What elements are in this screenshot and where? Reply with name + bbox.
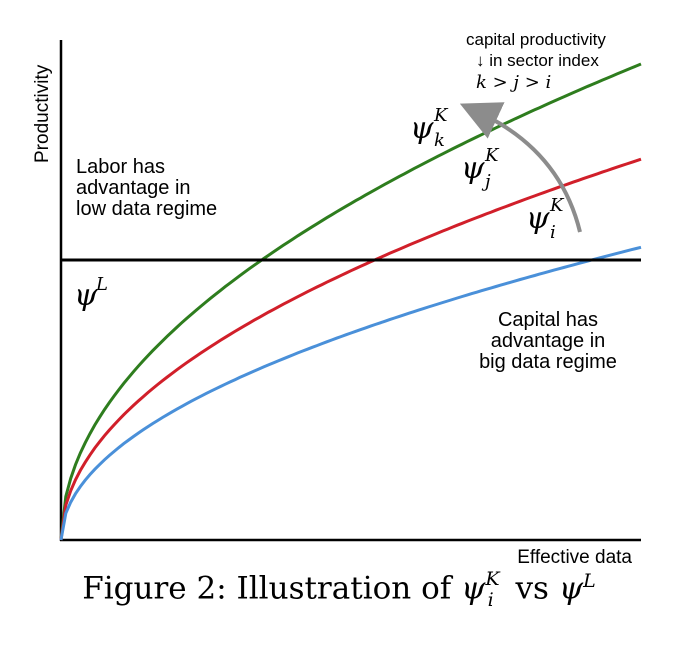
svg-text:ψ: ψ xyxy=(410,111,434,146)
caption-psi-L: ψL xyxy=(558,570,596,607)
svg-text:ψ: ψ xyxy=(461,151,485,186)
caption-psi-i: ψKi xyxy=(461,568,500,611)
svg-text:low data regime: low data regime xyxy=(76,198,217,220)
curve-psi-j xyxy=(59,157,642,541)
diagram: Productivity Effective data Labor has ad… xyxy=(32,30,642,568)
trend-arrow xyxy=(459,102,582,233)
svg-text:i: i xyxy=(550,222,556,243)
svg-text:↓ in sector index: ↓ in sector index xyxy=(476,51,599,70)
svg-text:Capital has: Capital has xyxy=(498,309,598,331)
psi-L-label: ψ L xyxy=(74,274,108,313)
psi-k-label: ψ K k xyxy=(410,105,449,151)
caption-prefix: Figure 2: Illustration of xyxy=(82,570,462,607)
svg-text:capital productivity: capital productivity xyxy=(466,30,606,49)
svg-text:ψ: ψ xyxy=(74,278,98,313)
svg-text:K: K xyxy=(549,195,565,216)
svg-text:Labor has: Labor has xyxy=(76,156,165,178)
svg-text:ψ: ψ xyxy=(526,201,550,236)
svg-text:K: K xyxy=(433,105,449,126)
labor-advantage-label: Labor has advantage in low data regime xyxy=(76,156,217,220)
y-axis-label: Productivity xyxy=(32,64,53,163)
capital-productivity-annotation: capital productivity ↓ in sector index k… xyxy=(466,30,606,93)
figure-caption: Figure 2: Illustration of ψKi vs ψL xyxy=(0,568,678,611)
psi-i-label: ψ K i xyxy=(526,195,565,243)
x-axis-label: Effective data xyxy=(517,547,632,568)
svg-text:advantage in: advantage in xyxy=(76,177,191,199)
svg-text:K: K xyxy=(484,145,500,166)
svg-text:advantage in: advantage in xyxy=(491,330,606,352)
svg-text:L: L xyxy=(95,274,108,295)
caption-vs: vs xyxy=(505,570,559,607)
svg-text:big data regime: big data regime xyxy=(479,351,617,373)
curve-psi-i xyxy=(59,245,642,541)
capital-advantage-label: Capital has advantage in big data regime xyxy=(479,309,617,373)
svg-text:k > j > i: k > j > i xyxy=(476,72,551,93)
curve-psi-k xyxy=(59,62,642,541)
svg-text:j: j xyxy=(481,171,491,192)
svg-text:k: k xyxy=(434,130,445,151)
psi-j-label: ψ K j xyxy=(461,145,500,192)
